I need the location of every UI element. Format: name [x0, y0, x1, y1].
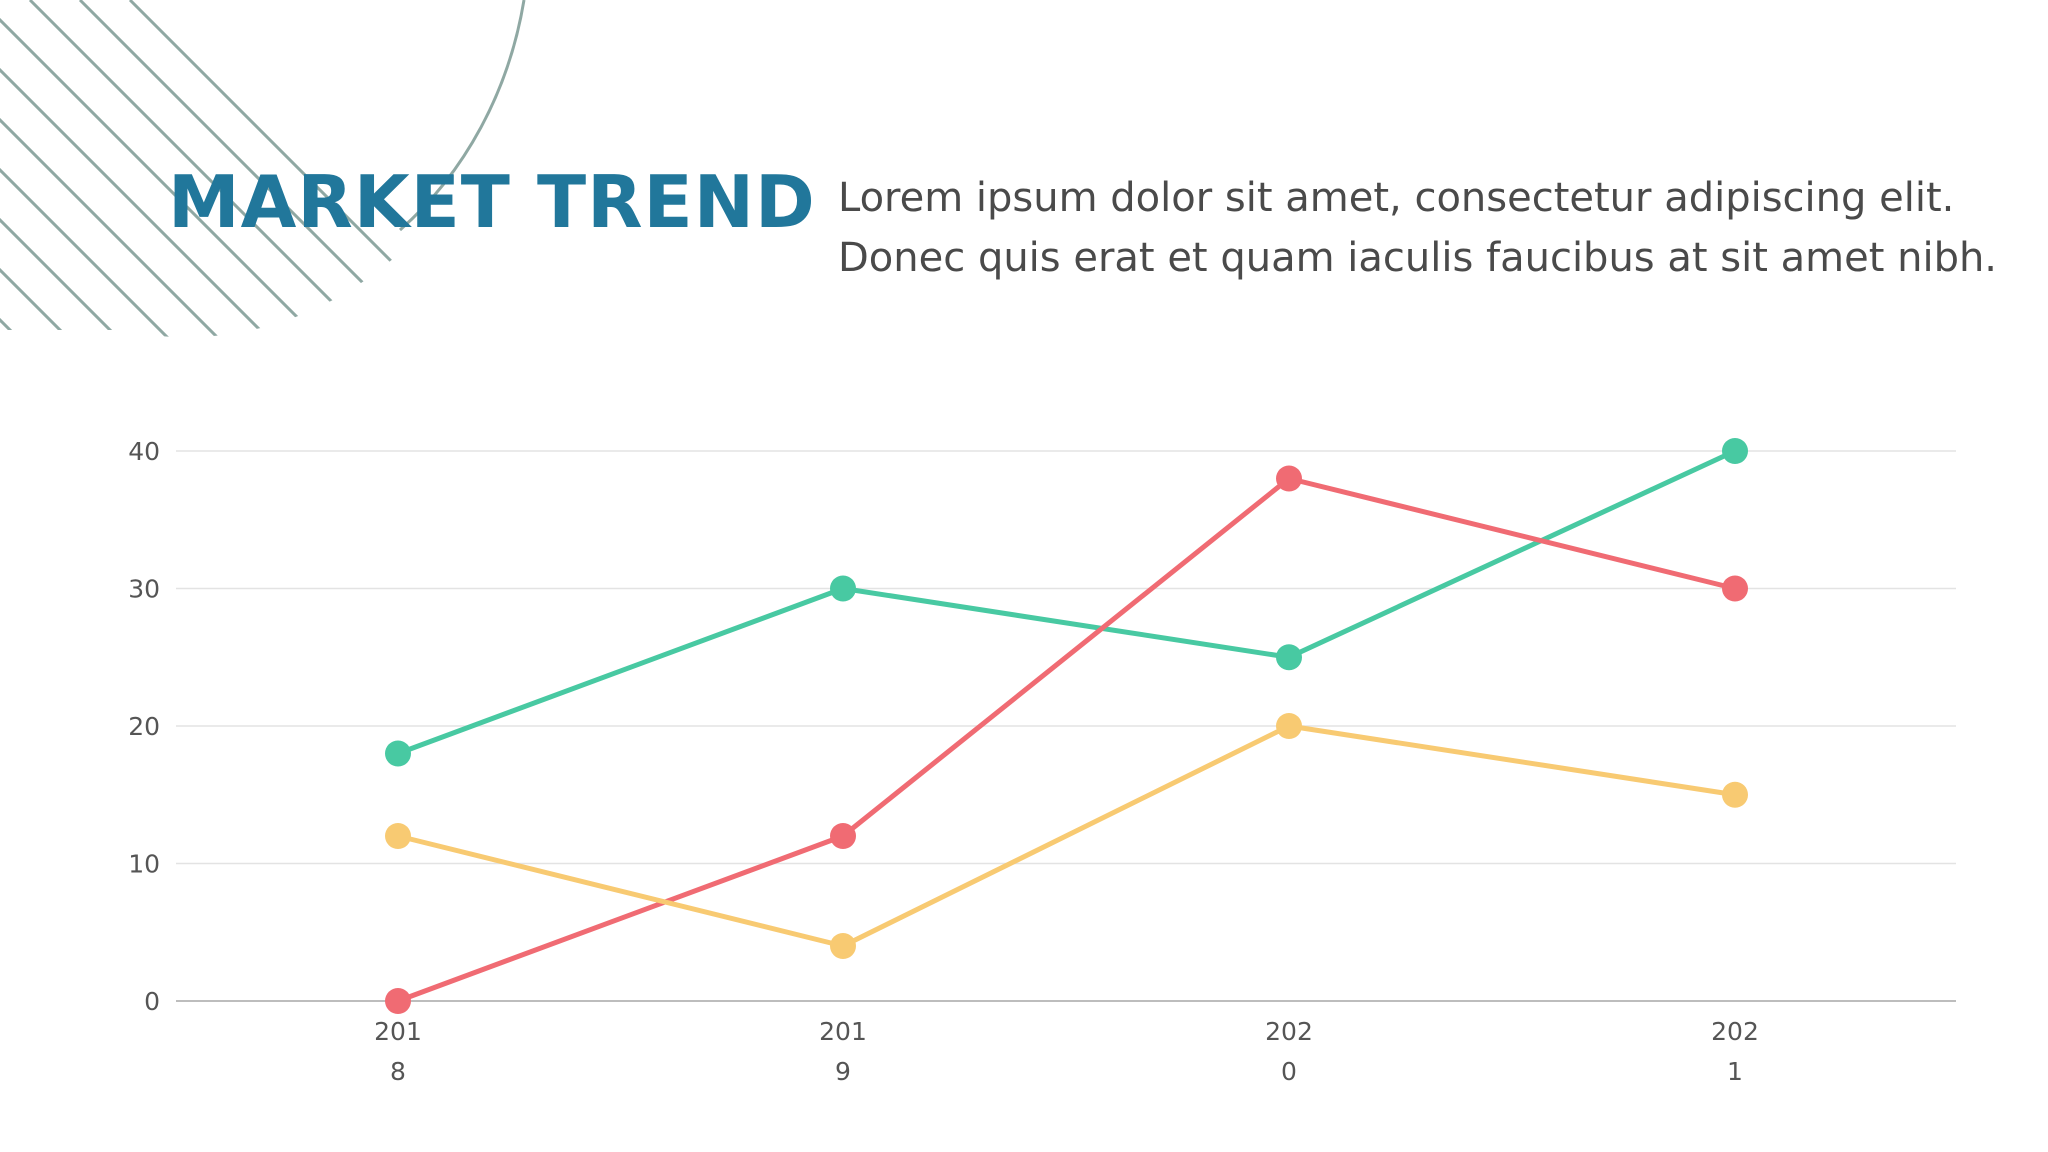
y-tick-label: 0 — [144, 987, 160, 1016]
y-tick-label: 20 — [128, 712, 160, 741]
y-tick-label: 30 — [128, 575, 160, 604]
data-point — [1722, 438, 1748, 464]
x-tick-label: 201 — [374, 1017, 422, 1046]
data-point — [385, 823, 411, 849]
line-series — [385, 438, 1748, 767]
chart-gridlines — [176, 450, 1956, 1002]
decorative-stripes — [0, 0, 526, 338]
data-point — [385, 740, 411, 767]
data-point — [1276, 465, 1302, 492]
line-series — [385, 713, 1748, 959]
series-line — [395, 476, 1738, 1004]
data-point — [830, 823, 856, 849]
series-line — [395, 723, 1738, 949]
data-point — [385, 988, 411, 1014]
data-point — [830, 933, 856, 959]
x-tick-label: 8 — [390, 1057, 406, 1086]
x-tick-label: 202 — [1265, 1017, 1313, 1046]
x-axis-ticks: 201 8 201 9 202 0 202 1 — [374, 1017, 1759, 1086]
x-tick-label: 1 — [1727, 1057, 1743, 1086]
data-point — [1276, 713, 1302, 739]
data-point — [1722, 781, 1748, 808]
series-line — [395, 448, 1738, 756]
line-series — [385, 465, 1748, 1014]
slide-title: MARKET TREND — [168, 160, 816, 244]
x-tick-label: 0 — [1281, 1057, 1297, 1086]
data-point — [1722, 575, 1748, 602]
x-tick-label: 202 — [1711, 1017, 1759, 1046]
y-tick-label: 40 — [128, 437, 160, 466]
y-tick-label: 10 — [128, 850, 160, 879]
data-point — [1276, 644, 1302, 671]
x-tick-label: 9 — [835, 1057, 851, 1086]
slide-description: Lorem ipsum dolor sit amet, consectetur … — [838, 175, 1998, 281]
x-tick-label: 201 — [819, 1017, 867, 1046]
chart-series — [385, 438, 1748, 1014]
data-point — [830, 575, 856, 602]
y-axis-ticks: 0 10 20 30 40 — [128, 437, 160, 1016]
